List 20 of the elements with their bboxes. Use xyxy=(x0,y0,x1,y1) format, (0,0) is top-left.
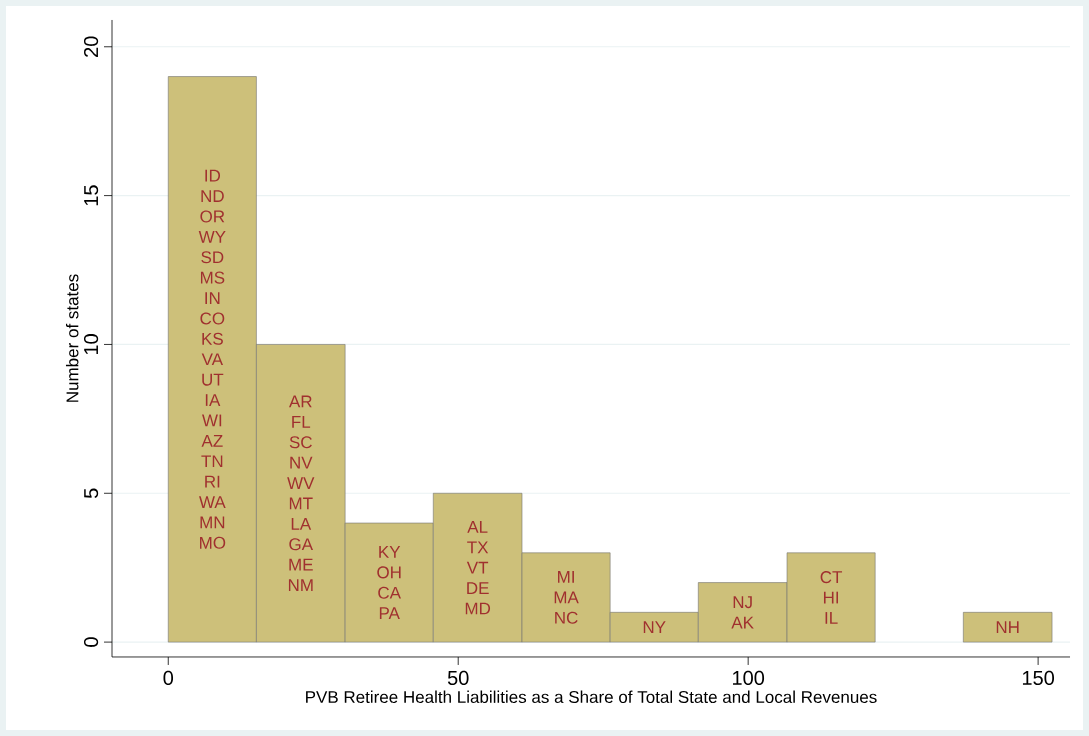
annotation: NH xyxy=(996,621,1019,634)
x-tick-label: 150 xyxy=(1022,670,1055,686)
y-tick-label: 10 xyxy=(83,334,99,355)
y-tick-label: 15 xyxy=(84,185,99,206)
annotation: AL TX VT DE MD xyxy=(465,521,491,615)
annotation: NJ AK xyxy=(731,596,754,629)
y-axis-title: Number of states xyxy=(65,274,79,402)
x-tick-label: 0 xyxy=(163,670,174,686)
y-tick-label: 0 xyxy=(83,637,99,647)
x-tick-label: 100 xyxy=(733,670,765,686)
text: AR FL SC NV WV MT LA GA ME NM xyxy=(287,395,315,591)
y-tick-label: 5 xyxy=(84,488,99,499)
annotation: CT HI IL xyxy=(820,571,843,624)
annotation: MI MA NC xyxy=(554,571,579,624)
y-tick-label: 20 xyxy=(83,36,99,57)
x-axis-title: PVB Retiree Health Liabilities as a Share of Total State and Local Revenues xyxy=(306,690,877,704)
annotation: KY OH CA PA xyxy=(377,546,401,620)
text: ID ND OR WY SD MS IN CO KS VA UT IA WI AZ TN RI WA MN MO xyxy=(198,169,226,549)
x-tick-label: 50 xyxy=(447,670,469,686)
annotation: NY xyxy=(643,621,666,634)
